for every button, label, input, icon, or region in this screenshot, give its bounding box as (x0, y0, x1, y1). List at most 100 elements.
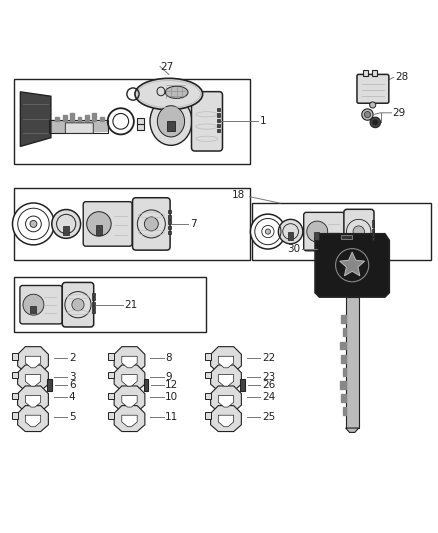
Bar (14, 79, 250, 164)
Bar (92, 302, 95, 305)
Polygon shape (211, 406, 241, 432)
Polygon shape (12, 372, 18, 378)
Circle shape (307, 221, 328, 242)
Bar (288, 232, 293, 240)
Text: 28: 28 (395, 71, 408, 82)
Polygon shape (211, 365, 241, 391)
Polygon shape (205, 413, 211, 419)
Text: 9: 9 (165, 372, 172, 382)
Bar (168, 210, 171, 213)
Text: 24: 24 (262, 392, 275, 402)
FancyBboxPatch shape (357, 75, 389, 103)
Polygon shape (218, 356, 233, 368)
Bar (217, 129, 220, 132)
Circle shape (364, 111, 371, 118)
Circle shape (370, 117, 381, 128)
Polygon shape (55, 117, 59, 121)
Bar (47, 379, 52, 391)
Polygon shape (18, 386, 48, 412)
Ellipse shape (157, 87, 165, 96)
Polygon shape (122, 395, 137, 407)
Bar (92, 310, 95, 313)
Text: 21: 21 (124, 300, 138, 310)
FancyBboxPatch shape (304, 212, 345, 251)
Circle shape (30, 221, 37, 228)
Circle shape (87, 212, 111, 236)
Polygon shape (12, 413, 18, 419)
Bar (217, 114, 220, 117)
Bar (138, 123, 145, 130)
Polygon shape (122, 375, 137, 386)
Polygon shape (218, 375, 233, 386)
Polygon shape (85, 115, 89, 121)
Polygon shape (346, 428, 359, 432)
FancyBboxPatch shape (133, 198, 170, 250)
Text: 3: 3 (69, 372, 75, 382)
Bar (346, 297, 359, 428)
Polygon shape (315, 234, 389, 297)
Circle shape (353, 226, 364, 237)
Bar (363, 70, 368, 76)
Bar (217, 108, 220, 111)
FancyBboxPatch shape (344, 209, 374, 254)
Polygon shape (12, 393, 18, 399)
Polygon shape (211, 346, 241, 373)
Text: 26: 26 (262, 380, 275, 390)
Ellipse shape (165, 86, 188, 99)
Circle shape (23, 294, 44, 315)
Polygon shape (339, 342, 346, 350)
Polygon shape (205, 393, 211, 399)
Circle shape (279, 220, 303, 244)
Polygon shape (341, 316, 346, 323)
Polygon shape (108, 372, 114, 378)
Polygon shape (18, 346, 48, 373)
Polygon shape (114, 365, 145, 391)
Bar (92, 293, 95, 296)
Bar (252, 203, 431, 260)
Polygon shape (18, 365, 48, 391)
Polygon shape (20, 92, 51, 147)
Text: 10: 10 (165, 392, 178, 402)
Polygon shape (12, 353, 18, 360)
Ellipse shape (150, 98, 192, 146)
Polygon shape (205, 372, 211, 378)
Text: 11: 11 (165, 412, 179, 422)
Circle shape (72, 298, 84, 311)
Polygon shape (114, 386, 145, 412)
Polygon shape (218, 415, 233, 427)
Bar (372, 233, 374, 236)
Text: 23: 23 (262, 372, 275, 382)
Bar (168, 231, 171, 235)
Bar (341, 235, 352, 239)
Text: 1: 1 (260, 116, 266, 126)
Circle shape (251, 214, 286, 249)
Polygon shape (108, 353, 114, 360)
Bar (168, 221, 171, 224)
Polygon shape (211, 386, 241, 412)
Bar (372, 237, 374, 240)
Polygon shape (108, 413, 114, 419)
Polygon shape (340, 252, 364, 276)
Bar (372, 229, 374, 231)
Bar (63, 226, 69, 235)
Bar (14, 277, 206, 332)
Bar (166, 122, 175, 131)
Circle shape (265, 229, 271, 234)
Polygon shape (341, 394, 346, 402)
Polygon shape (339, 381, 346, 389)
Polygon shape (114, 406, 145, 432)
Polygon shape (63, 115, 67, 121)
Polygon shape (205, 353, 211, 360)
Bar (30, 305, 35, 313)
Text: 4: 4 (69, 392, 75, 402)
Ellipse shape (157, 106, 184, 137)
Text: 25: 25 (262, 412, 275, 422)
Polygon shape (343, 368, 346, 376)
Text: 18: 18 (232, 190, 245, 200)
Bar (49, 120, 108, 133)
Polygon shape (343, 328, 346, 336)
Circle shape (373, 120, 378, 125)
Bar (96, 225, 102, 235)
FancyBboxPatch shape (83, 201, 132, 246)
Text: 5: 5 (69, 412, 75, 422)
